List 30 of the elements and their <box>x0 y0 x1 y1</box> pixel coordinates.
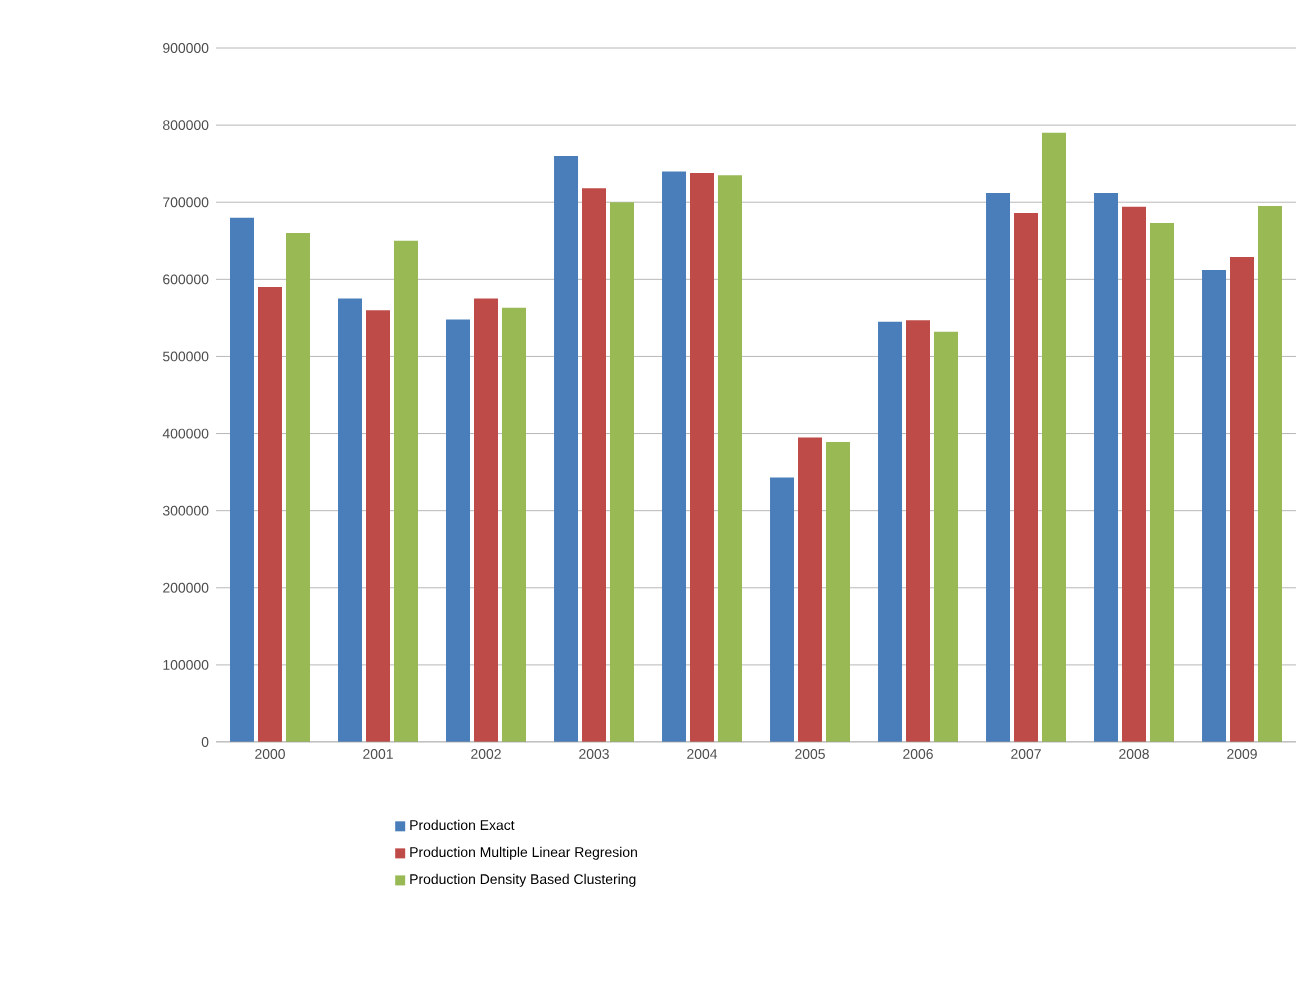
bar <box>770 477 795 742</box>
bar <box>662 171 687 742</box>
bar <box>878 321 903 742</box>
bar <box>230 217 255 742</box>
bar <box>1258 206 1282 742</box>
bar <box>285 233 310 742</box>
bar <box>474 298 499 742</box>
bar <box>798 437 823 742</box>
bar <box>690 172 715 742</box>
bar <box>1230 256 1255 742</box>
bar <box>1014 213 1039 742</box>
bar <box>1094 192 1119 742</box>
bar <box>717 175 742 742</box>
bar <box>1149 223 1174 742</box>
bar <box>582 188 607 742</box>
bar <box>1041 132 1066 742</box>
bar <box>986 192 1011 742</box>
bar <box>366 310 390 742</box>
bar <box>933 331 958 742</box>
bar <box>1122 206 1147 742</box>
bar <box>258 287 282 742</box>
bar <box>554 155 579 742</box>
bar <box>393 240 418 742</box>
bar <box>501 307 526 742</box>
bar <box>338 298 363 742</box>
bar <box>446 319 471 742</box>
bar <box>609 202 634 742</box>
bar <box>1202 270 1227 742</box>
bar <box>825 442 850 742</box>
bar <box>906 320 931 742</box>
